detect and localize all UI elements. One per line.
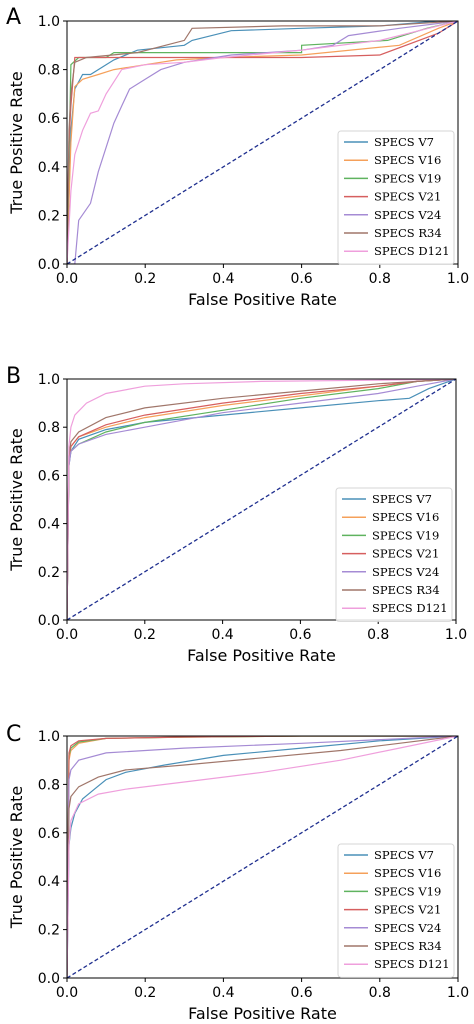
y-axis-title: True Positive Rate: [7, 71, 26, 215]
y-tick-label: 0.4: [38, 160, 60, 176]
legend-label: SPECS V21: [372, 547, 439, 561]
legend: SPECS V7 SPECS V16 SPECS V19 SPECS V21 SPECS…: [337, 130, 455, 265]
legend-box: [335, 487, 453, 622]
x-tick-label: 0.6: [289, 627, 311, 643]
legend-label: SPECS R34: [372, 583, 440, 597]
roc-line-specs-v24: [67, 379, 456, 620]
legend-label: SPECS V7: [374, 135, 434, 149]
x-tick-label: 0.2: [134, 271, 156, 287]
axes-frame: [66, 378, 457, 621]
x-tick-label: 0.0: [56, 627, 78, 643]
roc-line-specs-d121: [67, 736, 458, 978]
y-tick-label: 1.0: [38, 729, 60, 745]
x-tick-label: 1.0: [447, 985, 469, 1001]
axes-frame: [66, 735, 459, 979]
legend-label: SPECS V21: [374, 903, 441, 917]
y-tick-label: 0.6: [38, 826, 60, 842]
legend-label: SPECS V24: [374, 208, 441, 222]
legend-label: SPECS V24: [374, 921, 441, 935]
panel-label: C: [6, 722, 21, 747]
y-tick-label: 0.6: [38, 468, 60, 484]
legend-label: SPECS V7: [374, 848, 434, 862]
legend-box: [337, 130, 455, 265]
legend-label: SPECS V7: [372, 492, 432, 506]
roc-line-specs-r34: [67, 21, 458, 264]
legend-label: SPECS V16: [372, 510, 439, 524]
y-tick-label: 0.0: [38, 971, 60, 987]
roc-line-specs-v24: [67, 736, 458, 978]
y-tick-label: 0.2: [38, 923, 60, 939]
y-tick-label: 1.0: [38, 372, 60, 388]
roc-panel-a: A 0.0 0.2 0.4 0.6 0.8 1.0 0.0 0.2 0.4 0.6 0.8 1.0 Fal…: [6, 5, 469, 309]
legend-label: SPECS R34: [374, 939, 442, 953]
roc-line-specs-r34: [67, 379, 456, 620]
x-tick-label: 0.2: [134, 627, 156, 643]
legend-label: SPECS V21: [374, 190, 441, 204]
y-tick-label: 0.8: [38, 777, 60, 793]
legend-label: SPECS V19: [372, 528, 439, 542]
roc-line-specs-v24: [67, 21, 458, 264]
chance-diagonal: [67, 21, 458, 264]
x-tick-label: 0.6: [290, 271, 312, 287]
roc-line-specs-d121: [67, 379, 456, 620]
roc-line-specs-r34: [67, 736, 458, 978]
roc-line-specs-d121: [67, 21, 458, 264]
y-tick-label: 0.0: [38, 257, 60, 273]
chance-diagonal: [67, 379, 456, 620]
legend-label: SPECS V24: [372, 565, 439, 579]
x-tick-label: 0.4: [212, 985, 234, 1001]
roc-line-specs-v21: [67, 379, 456, 620]
y-tick-label: 0.4: [38, 874, 60, 890]
x-tick-label: 0.8: [367, 627, 389, 643]
chance-diagonal: [67, 736, 458, 978]
x-tick-label: 0.4: [211, 627, 233, 643]
x-tick-label: 0.8: [369, 985, 391, 1001]
roc-line-specs-v19: [67, 21, 458, 264]
legend: SPECS V7 SPECS V16 SPECS V19 SPECS V21 SPECS…: [335, 487, 453, 622]
series-lines: [67, 379, 456, 620]
axes-frame: [66, 20, 459, 265]
x-axis-title: False Positive Rate: [188, 290, 337, 309]
legend-label: SPECS V16: [374, 153, 441, 167]
panel-label: A: [6, 5, 21, 30]
roc-panel-b: B 0.0 0.2 0.4 0.6 0.8 1.0 0.0 0.2 0.4 0.6 0.8 1.0 Fal…: [6, 364, 467, 665]
roc-panel-c: C 0.0 0.2 0.4 0.6 0.8 1.0 0.0 0.2 0.4 0.6 0.8 1.0 Fal…: [6, 722, 469, 1023]
y-tick-label: 0.2: [38, 208, 60, 224]
legend-label: SPECS V19: [374, 884, 441, 898]
x-tick-label: 0.0: [56, 271, 78, 287]
legend-label: SPECS D121: [374, 957, 450, 971]
roc-line-specs-v21: [67, 21, 458, 264]
y-axis-title: True Positive Rate: [7, 428, 26, 572]
y-tick-label: 1.0: [38, 14, 60, 30]
x-tick-label: 0.2: [134, 985, 156, 1001]
x-axis-title: False Positive Rate: [188, 1004, 337, 1023]
y-tick-label: 0.0: [38, 613, 60, 629]
y-tick-label: 0.6: [38, 111, 60, 127]
legend-label: SPECS V16: [374, 866, 441, 880]
x-tick-label: 1.0: [447, 271, 469, 287]
legend-label: SPECS D121: [372, 601, 448, 615]
legend: SPECS V7 SPECS V16 SPECS V19 SPECS V21 SPECS…: [337, 843, 455, 978]
x-tick-label: 0.6: [290, 985, 312, 1001]
legend-label: SPECS R34: [374, 226, 442, 240]
x-tick-label: 1.0: [445, 627, 467, 643]
y-tick-label: 0.2: [38, 565, 60, 581]
y-tick-label: 0.4: [38, 517, 60, 533]
y-tick-label: 0.8: [38, 63, 60, 79]
series-lines: [67, 21, 458, 264]
legend-label: SPECS V19: [374, 171, 441, 185]
x-tick-label: 0.4: [212, 271, 234, 287]
y-axis-title: True Positive Rate: [7, 786, 26, 930]
x-tick-label: 0.0: [56, 985, 78, 1001]
x-axis-title: False Positive Rate: [187, 646, 336, 665]
panel-label: B: [6, 364, 21, 389]
y-tick-label: 0.8: [38, 420, 60, 436]
x-tick-label: 0.8: [369, 271, 391, 287]
legend-box: [337, 843, 455, 978]
legend-label: SPECS D121: [374, 244, 450, 258]
